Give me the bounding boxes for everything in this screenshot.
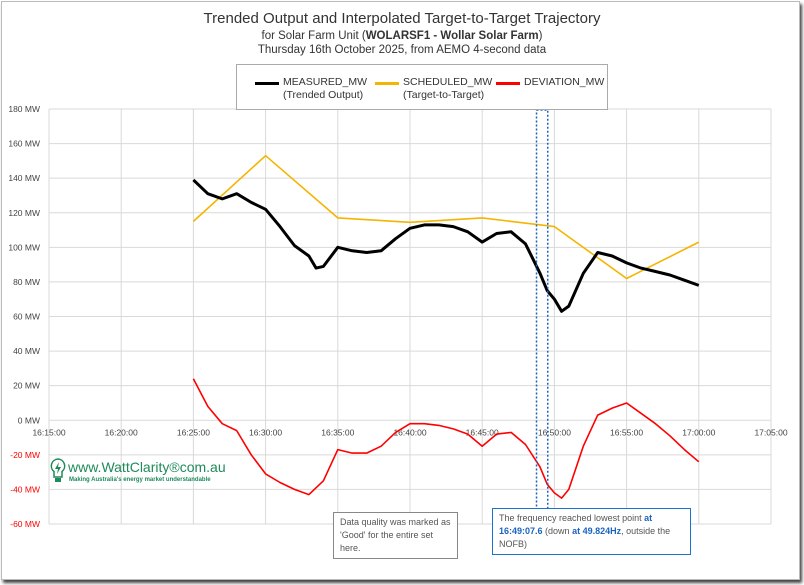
y-tick-label: 0 MW — [18, 415, 40, 425]
note-text: , outside the NOFB) — [499, 526, 671, 549]
series-scheduled-mw — [192, 154, 700, 280]
legend: MEASURED_MW (Trended Output) SCHEDULED_MW… — [236, 64, 608, 110]
x-tick-label: 16:50:00 — [538, 427, 571, 437]
y-tick-label: -40 MW — [10, 484, 40, 494]
unit-name: WOLARSF1 - Wollar Solar Farm — [365, 30, 539, 42]
y-tick-label: -60 MW — [10, 519, 40, 529]
y-tick-label: 20 MW — [13, 381, 40, 391]
note-text: (down — [542, 526, 573, 536]
legend-label: SCHEDULED_MW — [403, 76, 493, 88]
bulb-icon — [50, 458, 66, 482]
legend-desc: (Trended Output) — [283, 89, 364, 101]
y-tick-label: 160 MW — [8, 139, 40, 149]
subtitle-prefix: for Solar Farm Unit ( — [261, 30, 366, 42]
y-tick-label: 80 MW — [13, 277, 40, 287]
note-freq: at 49.824Hz — [572, 526, 622, 536]
x-tick-label: 16:45:00 — [466, 427, 499, 437]
series-measured-mw — [192, 178, 700, 313]
highlight-window — [535, 109, 549, 518]
y-tick-label: 100 MW — [8, 242, 40, 252]
subtitle-suffix: ) — [538, 30, 543, 42]
y-tick-label: 120 MW — [8, 208, 40, 218]
x-tick-label: 16:55:00 — [610, 427, 643, 437]
y-tick-label: 40 MW — [13, 346, 40, 356]
note-time: at 16:49:07.6 — [499, 513, 653, 536]
legend-deviation: DEVIATION_MW — [496, 76, 605, 89]
x-tick-label: 16:40:00 — [393, 427, 426, 437]
data-quality-note: Data quality was marked as 'Good' for th… — [333, 512, 458, 559]
y-tick-label: 180 MW — [8, 104, 40, 114]
x-tick-label: 17:00:00 — [682, 427, 715, 437]
chart-title: Trended Output and Interpolated Target-t… — [203, 10, 601, 27]
legend-desc: (Target-to-Target) — [403, 89, 485, 101]
x-tick-label: 16:25:00 — [177, 427, 210, 437]
series-deviation-mw — [192, 378, 700, 499]
legend-label: DEVIATION_MW — [524, 76, 605, 88]
x-tick-label: 17:05:00 — [754, 427, 787, 437]
legend-label: MEASURED_MW — [283, 76, 368, 88]
y-tick-label: 60 MW — [13, 312, 40, 322]
logo-tagline: Making Australia's energy market underst… — [69, 477, 211, 483]
x-tick-label: 16:35:00 — [321, 427, 354, 437]
frequency-note: The frequency reached lowest point at 16… — [492, 508, 691, 555]
y-tick-label: -20 MW — [10, 450, 40, 460]
legend-scheduled: SCHEDULED_MW (Target-to-Target) — [375, 76, 493, 102]
y-tick-label: 140 MW — [8, 173, 40, 183]
x-tick-label: 16:20:00 — [105, 427, 138, 437]
logo-text: www.WattClarity®com.au — [68, 459, 226, 475]
x-tick-label: 16:15:00 — [32, 427, 65, 437]
note-text: The frequency reached lowest point — [499, 513, 645, 523]
chart-subtitle: for Solar Farm Unit (WOLARSF1 - Wollar S… — [0, 30, 804, 42]
chart-subtitle-date: Thursday 16th October 2025, from AEMO 4-… — [257, 44, 547, 56]
x-tick-label: 16:30:00 — [249, 427, 282, 437]
legend-measured: MEASURED_MW (Trended Output) — [255, 76, 368, 102]
